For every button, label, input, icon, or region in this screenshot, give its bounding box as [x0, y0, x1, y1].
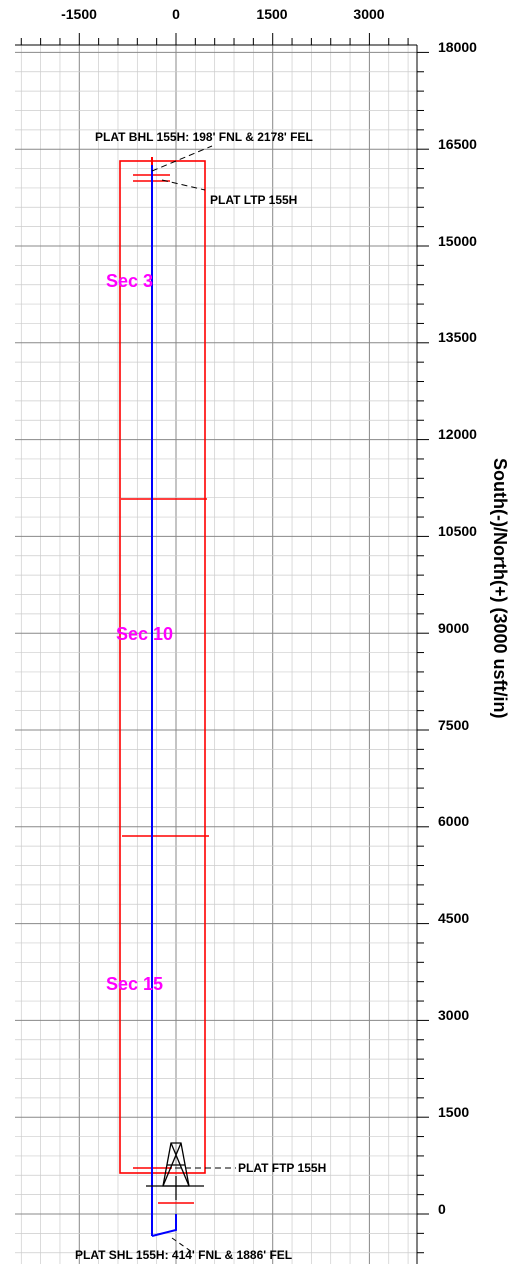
y-tick-label: 3000 — [438, 1007, 469, 1023]
y-tick-label: 6000 — [438, 813, 469, 829]
section-label-sec3: Sec 3 — [106, 271, 153, 291]
lease-outline — [119, 160, 206, 1174]
grid — [15, 45, 417, 1264]
y-tick-marks — [417, 51, 429, 1254]
y-axis-title: South(-)/North(+) (3000 usft/in) — [490, 458, 510, 718]
y-tick-label: 1500 — [438, 1104, 469, 1120]
ftp-label: PLAT FTP 155H — [238, 1161, 326, 1175]
y-tick-label: 13500 — [438, 329, 477, 345]
ltp-label: PLAT LTP 155H — [210, 193, 297, 207]
x-tick-label: 0 — [172, 6, 180, 22]
y-tick-label: 10500 — [438, 523, 477, 539]
x-tick-marks — [20, 33, 409, 45]
section-label-sec15: Sec 15 — [106, 974, 163, 994]
x-tick-label: -1500 — [61, 6, 97, 22]
bhl-leader — [151, 145, 213, 172]
bhl-label: PLAT BHL 155H: 198' FNL & 2178' FEL — [95, 130, 313, 144]
y-tick-label: 4500 — [438, 910, 469, 926]
section-label-sec10: Sec 10 — [116, 624, 173, 644]
x-tick-label: 3000 — [353, 6, 384, 22]
ltp-leader — [161, 179, 206, 191]
shl-leader — [171, 1237, 193, 1253]
y-tick-label: 18000 — [438, 39, 477, 55]
y-tick-label: 15000 — [438, 233, 477, 249]
shl-label: PLAT SHL 155H: 414' FNL & 1886' FEL — [75, 1248, 292, 1262]
y-tick-label: 0 — [438, 1201, 446, 1217]
y-tick-label: 12000 — [438, 426, 477, 442]
rig-icon — [146, 1142, 204, 1200]
y-tick-label: 7500 — [438, 717, 469, 733]
wellbore-build — [151, 1214, 177, 1237]
x-tick-label: 1500 — [256, 6, 287, 22]
y-tick-label: 16500 — [438, 136, 477, 152]
y-tick-label: 9000 — [438, 620, 469, 636]
